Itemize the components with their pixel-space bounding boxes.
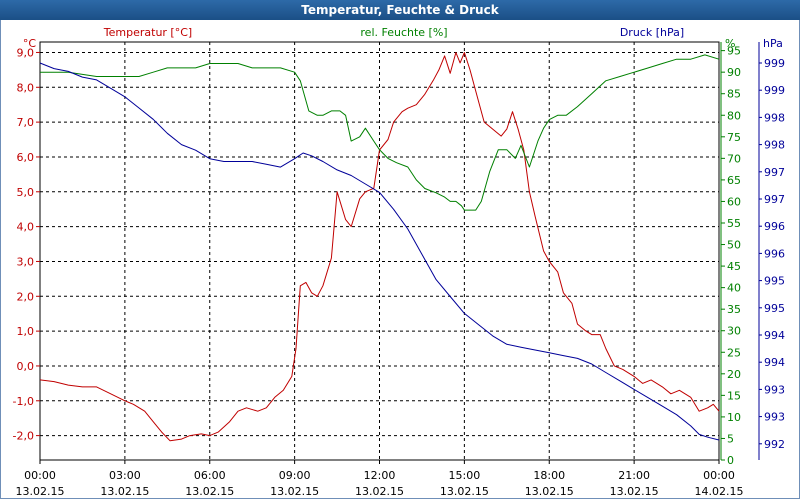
pressure-tick-label: 994 bbox=[764, 356, 785, 369]
humidity-tick-label: 10 bbox=[727, 411, 741, 424]
pressure-tick-label: 998 bbox=[764, 139, 785, 152]
temperature-tick-label: 9,0 bbox=[17, 46, 35, 59]
humidity-tick-label: 95 bbox=[727, 45, 741, 58]
pressure-tick-label: 999 bbox=[764, 84, 785, 97]
x-tick-date-label: 14.02.15 bbox=[695, 485, 744, 498]
temperature-unit-label: °C bbox=[23, 37, 37, 50]
pressure-tick-label: 998 bbox=[764, 111, 785, 124]
x-tick-date-label: 13.02.15 bbox=[355, 485, 404, 498]
axes-group: 9,08,07,06,05,04,03,02,01,00,0-1,0-2,000… bbox=[13, 42, 785, 498]
humidity-tick-label: 50 bbox=[727, 239, 741, 252]
x-tick-time-label: 21:00 bbox=[618, 469, 650, 482]
temperature-tick-label: 7,0 bbox=[17, 116, 35, 129]
pressure-tick-label: 995 bbox=[764, 302, 785, 315]
x-tick-time-label: 03:00 bbox=[109, 469, 141, 482]
humidity-tick-label: 5 bbox=[727, 432, 734, 445]
window-title: Temperatur, Feuchte & Druck bbox=[0, 0, 800, 20]
humidity-tick-label: 75 bbox=[727, 131, 741, 144]
humidity-tick-label: 40 bbox=[727, 282, 741, 295]
x-tick-time-label: 18:00 bbox=[533, 469, 565, 482]
humidity-tick-label: 90 bbox=[727, 66, 741, 79]
pressure-tick-label: 997 bbox=[764, 193, 785, 206]
temperature-series-label: Temperatur [°C] bbox=[103, 26, 192, 39]
humidity-tick-label: 85 bbox=[727, 88, 741, 101]
x-tick-date-label: 13.02.15 bbox=[525, 485, 574, 498]
x-tick-time-label: 09:00 bbox=[279, 469, 311, 482]
humidity-tick-label: 15 bbox=[727, 389, 741, 402]
pressure-tick-label: 995 bbox=[764, 275, 785, 288]
pressure-tick-label: 999 bbox=[764, 57, 785, 70]
pressure-tick-label: 992 bbox=[764, 438, 785, 451]
temperature-tick-label: 6,0 bbox=[17, 151, 35, 164]
temperature-tick-label: 0,0 bbox=[17, 360, 35, 373]
humidity-tick-label: 45 bbox=[727, 260, 741, 273]
humidity-tick-label: 30 bbox=[727, 325, 741, 338]
humidity-series-line bbox=[40, 54, 720, 211]
temperature-tick-label: 2,0 bbox=[17, 290, 35, 303]
temperature-tick-label: 8,0 bbox=[17, 81, 35, 94]
humidity-tick-label: 20 bbox=[727, 368, 741, 381]
x-tick-date-label: 13.02.15 bbox=[185, 485, 234, 498]
humidity-tick-label: 65 bbox=[727, 174, 741, 187]
x-tick-date-label: 13.02.15 bbox=[610, 485, 659, 498]
temperature-tick-label: -1,0 bbox=[13, 395, 34, 408]
temperature-series-line bbox=[39, 52, 720, 442]
pressure-tick-label: 994 bbox=[764, 329, 785, 342]
humidity-series-label: rel. Feuchte [%] bbox=[360, 26, 447, 39]
x-tick-time-label: 06:00 bbox=[194, 469, 226, 482]
humidity-unit-label: % bbox=[725, 37, 735, 50]
x-tick-date-label: 13.02.15 bbox=[440, 485, 489, 498]
pressure-series-label: Druck [hPa] bbox=[620, 26, 684, 39]
humidity-tick-label: 0 bbox=[727, 454, 734, 467]
x-tick-time-label: 00:00 bbox=[703, 469, 735, 482]
temperature-tick-label: 4,0 bbox=[17, 221, 35, 234]
series-group bbox=[39, 52, 720, 442]
x-tick-date-label: 13.02.15 bbox=[100, 485, 149, 498]
grid bbox=[40, 42, 719, 460]
x-tick-time-label: 12:00 bbox=[364, 469, 396, 482]
temperature-tick-label: 3,0 bbox=[17, 255, 35, 268]
x-tick-time-label: 00:00 bbox=[24, 469, 56, 482]
pressure-unit-label: hPa bbox=[763, 37, 783, 50]
temperature-tick-label: 1,0 bbox=[17, 325, 35, 338]
humidity-tick-label: 25 bbox=[727, 346, 741, 359]
x-tick-time-label: 15:00 bbox=[449, 469, 481, 482]
humidity-tick-label: 80 bbox=[727, 109, 741, 122]
humidity-tick-label: 70 bbox=[727, 152, 741, 165]
humidity-tick-label: 35 bbox=[727, 303, 741, 316]
humidity-tick-label: 60 bbox=[727, 195, 741, 208]
pressure-tick-label: 996 bbox=[764, 247, 785, 260]
temperature-tick-label: 5,0 bbox=[17, 186, 35, 199]
pressure-tick-label: 993 bbox=[764, 411, 785, 424]
humidity-tick-label: 55 bbox=[727, 217, 741, 230]
x-tick-date-label: 13.02.15 bbox=[270, 485, 319, 498]
pressure-series-line bbox=[39, 62, 720, 441]
x-tick-date-label: 13.02.15 bbox=[16, 485, 65, 498]
pressure-tick-label: 993 bbox=[764, 383, 785, 396]
pressure-tick-label: 996 bbox=[764, 220, 785, 233]
pressure-tick-label: 997 bbox=[764, 166, 785, 179]
temperature-tick-label: -2,0 bbox=[13, 430, 34, 443]
